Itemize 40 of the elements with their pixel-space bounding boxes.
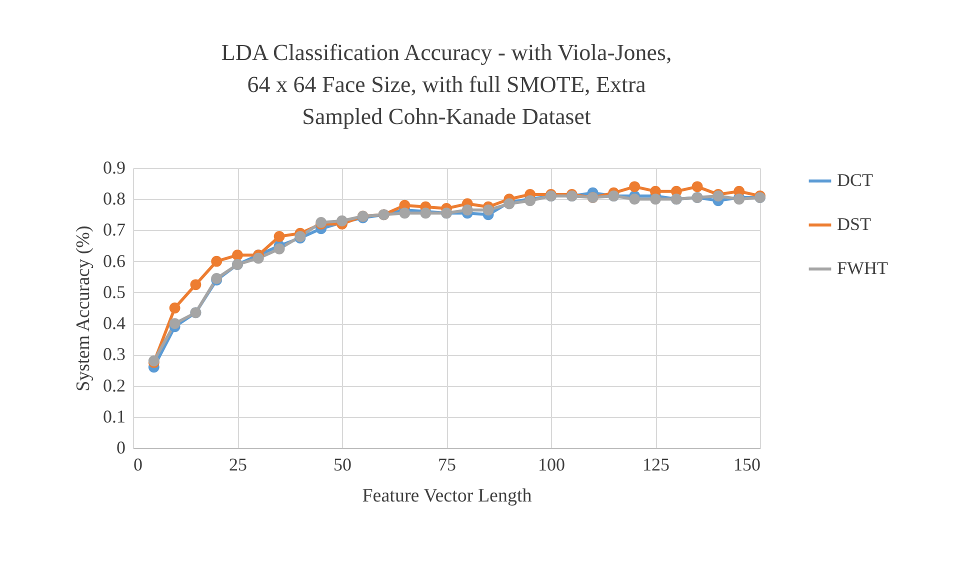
x-tick-label: 50 <box>334 454 352 474</box>
x-tick-label: 100 <box>538 454 565 474</box>
y-tick-label: 0.2 <box>103 375 126 396</box>
x-tick-label: 150 <box>734 454 760 474</box>
point <box>462 204 473 216</box>
point <box>252 252 264 264</box>
text: LDA Classification Accuracy - with Viola-Jones, <box>221 40 672 65</box>
y-tick-label: 0.9 <box>103 158 126 178</box>
y-tick-label: 0 <box>116 438 126 458</box>
point <box>650 194 661 205</box>
point <box>169 302 180 314</box>
x-tick-label: 75 <box>438 454 456 474</box>
point <box>629 194 640 205</box>
y-tick-label: 0.8 <box>103 188 126 209</box>
point <box>274 243 285 254</box>
legend-label: DCT <box>837 170 874 190</box>
x-axis-title: Feature Vector Length <box>362 486 532 506</box>
y-tick-label: 0.7 <box>103 220 126 240</box>
legend-label: DST <box>837 214 872 234</box>
x-tick-label: 25 <box>229 454 247 474</box>
point <box>169 318 180 330</box>
y-axis-title: System Accuracy (%) <box>73 226 94 392</box>
point <box>232 250 243 261</box>
point <box>211 256 222 267</box>
y-tick-label: 0.4 <box>103 313 126 334</box>
y-tick-label: 0.3 <box>103 344 126 364</box>
y-tick-label: 0.5 <box>103 282 126 302</box>
text: 64 x 64 Face Size, with full SMOTE, Extra <box>247 72 646 97</box>
y-tick-label: 0.6 <box>103 250 126 271</box>
point <box>190 279 202 290</box>
text: Sampled Cohn-Kanade Dataset <box>302 104 591 129</box>
point <box>399 208 410 219</box>
x-tick-label: 0 <box>134 454 142 474</box>
y-tick-label: 0.1 <box>103 406 126 426</box>
point <box>482 204 494 216</box>
x-tick-label: 125 <box>642 454 670 474</box>
point <box>629 181 640 192</box>
point <box>692 181 703 192</box>
legend-label: FWHT <box>837 258 888 278</box>
point <box>274 230 285 242</box>
